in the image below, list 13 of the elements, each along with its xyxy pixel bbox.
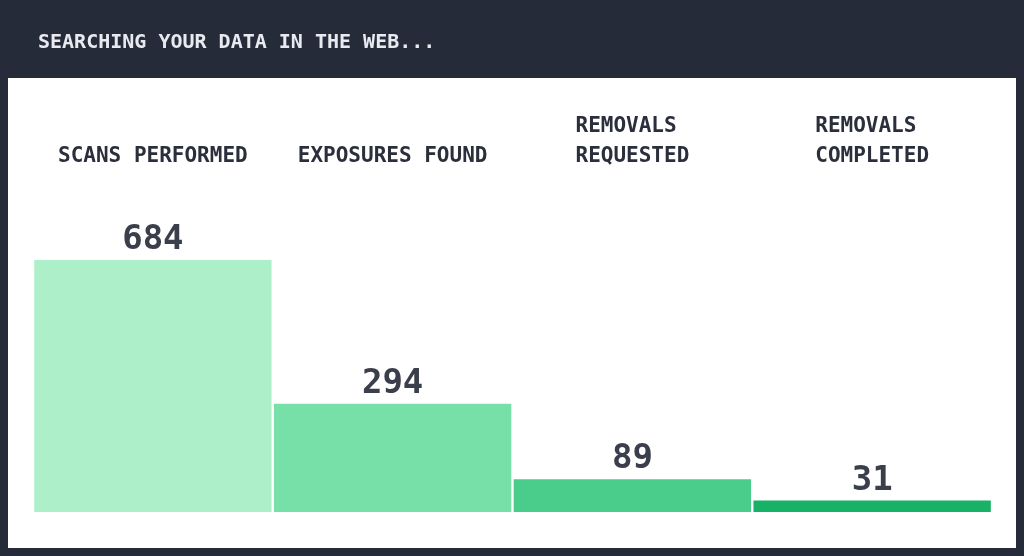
bar xyxy=(513,479,752,512)
data-label: 89 xyxy=(611,436,653,477)
bar xyxy=(753,500,991,512)
chart-title: SEARCHING YOUR DATA IN THE WEB... xyxy=(38,29,436,53)
data-label: 31 xyxy=(851,457,893,498)
x-tick-label: EXPOSURES FOUND xyxy=(297,143,488,167)
data-label: 294 xyxy=(361,360,424,401)
bar xyxy=(34,260,272,512)
x-tick-label: SCANS PERFORMED xyxy=(58,143,248,167)
data-label: 684 xyxy=(122,217,184,257)
x-tick-label: REMOVALS COMPLETED xyxy=(815,113,930,167)
bar xyxy=(273,403,512,512)
x-tick-label: REMOVALS REQUESTED xyxy=(575,113,690,167)
